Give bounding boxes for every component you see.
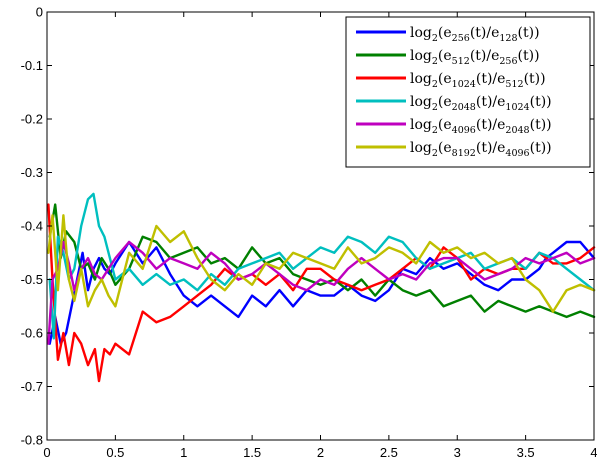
series-layer xyxy=(47,192,596,383)
legend-label-3: log2(e1024(t)/e512(t)) xyxy=(410,71,546,90)
y-tick-label: -0.3 xyxy=(21,165,43,180)
series-line-5 xyxy=(47,240,596,345)
y-tick-label: 0 xyxy=(36,5,43,20)
legend: log2(e256(t)/e128(t)) log2(e512(t)/e256(t… xyxy=(345,16,591,168)
x-tick-label: 0 xyxy=(43,445,50,460)
series-line-2 xyxy=(48,203,596,319)
y-tick-label: -0.2 xyxy=(21,112,43,127)
x-tick-label: 2.5 xyxy=(380,445,398,460)
x-tick-label: 4 xyxy=(590,445,597,460)
x-tick-label: 3 xyxy=(454,445,461,460)
series-line-3 xyxy=(47,203,596,383)
legend-label-2: log2(e512(t)/e256(t)) xyxy=(410,48,540,67)
y-tick-label: -0.7 xyxy=(21,379,43,394)
y-tick-label: -0.5 xyxy=(21,272,43,287)
series-line-6 xyxy=(47,214,596,313)
legend-label-4: log2(e2048(t)/e1024(t)) xyxy=(410,94,552,113)
series-line-4 xyxy=(48,192,596,340)
legend-label-6: log2(e8192(t)/e4096(t)) xyxy=(410,140,552,159)
y-tick-label: -0.8 xyxy=(21,433,43,448)
x-tick-label: 0.5 xyxy=(106,445,124,460)
y-tick-label: -0.4 xyxy=(21,219,43,234)
x-tick-label: 2 xyxy=(317,445,324,460)
axes-layer: 0 0.5 1 1.5 2 2.5 3 3.5 4 0 -0.1 -0.2 -0.3 -0.4 -0.5 -0… xyxy=(21,5,597,461)
legend-label-5: log2(e4096(t)/e2048(t)) xyxy=(410,117,552,136)
legend-label-1: log2(e256(t)/e128(t)) xyxy=(410,25,540,44)
y-tick-label: -0.6 xyxy=(21,326,43,341)
y-tick-label: -0.1 xyxy=(21,58,43,73)
legend-box xyxy=(345,16,591,168)
x-tick-label: 1 xyxy=(180,445,187,460)
x-tick-label: 1.5 xyxy=(243,445,261,460)
x-tick-label: 3.5 xyxy=(517,445,535,460)
